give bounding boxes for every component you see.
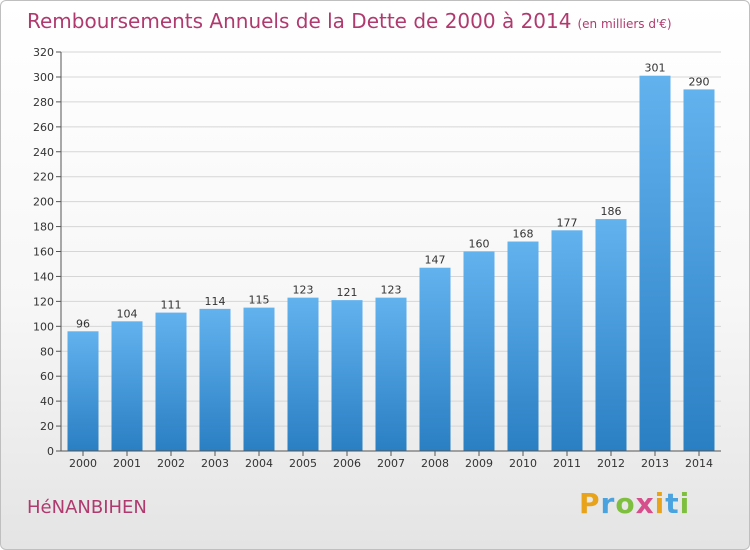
x-tick-label-2003: 2003 (201, 457, 229, 470)
proxiti-logo: Proxiti (579, 487, 690, 520)
y-tick-label: 240 (33, 146, 54, 159)
value-label-2004: 115 (249, 294, 270, 307)
value-label-2008: 147 (425, 254, 446, 267)
value-label-2011: 177 (557, 216, 578, 229)
y-tick-label: 180 (33, 221, 54, 234)
value-label-2006: 121 (337, 286, 358, 299)
x-tick-label-2006: 2006 (333, 457, 361, 470)
x-tick-label-2013: 2013 (641, 457, 669, 470)
x-tick-label-2009: 2009 (465, 457, 493, 470)
y-tick-label: 220 (33, 171, 54, 184)
logo-letter: P (579, 487, 601, 520)
x-tick-label-2005: 2005 (289, 457, 317, 470)
bar-2008 (419, 267, 451, 451)
y-tick-label: 0 (47, 445, 54, 458)
y-tick-label: 200 (33, 196, 54, 209)
x-tick-label-2000: 2000 (69, 457, 97, 470)
y-tick-label: 40 (40, 395, 54, 408)
bar-2003 (199, 308, 231, 451)
x-tick-label-2011: 2011 (553, 457, 581, 470)
x-tick-label-2007: 2007 (377, 457, 405, 470)
bar-2004 (243, 307, 275, 451)
value-label-2007: 123 (381, 284, 402, 297)
value-label-2001: 104 (117, 307, 138, 320)
logo-letter: i (679, 487, 691, 520)
y-tick-label: 320 (33, 46, 54, 59)
x-tick-label-2001: 2001 (113, 457, 141, 470)
bar-2001 (111, 321, 143, 451)
y-tick-label: 160 (33, 246, 54, 259)
title-text: Remboursements Annuels de la Dette de 20… (27, 9, 572, 33)
bar-2014 (683, 89, 715, 451)
bar-2002 (155, 312, 187, 451)
bar-2006 (331, 300, 363, 451)
value-label-2012: 186 (601, 205, 622, 218)
logo-letter: t (665, 487, 680, 520)
x-tick-label-2012: 2012 (597, 457, 625, 470)
logo-letter: x (635, 487, 655, 520)
y-tick-label: 260 (33, 121, 54, 134)
y-tick-label: 20 (40, 420, 54, 433)
bars: 96 104 111 114 115 123 121 123 147 160 168 177 186 30… (67, 62, 715, 452)
y-tick-label: 80 (40, 345, 54, 358)
y-tick-label: 140 (33, 270, 54, 283)
bar-2013 (639, 75, 671, 452)
bar-2000 (67, 331, 99, 451)
bar-2010 (507, 241, 539, 451)
y-tick-label: 60 (40, 370, 54, 383)
value-label-2010: 168 (513, 228, 534, 241)
value-label-2003: 114 (205, 295, 226, 308)
bar-2009 (463, 251, 495, 451)
logo-letter: o (615, 487, 636, 520)
value-label-2009: 160 (469, 238, 490, 251)
logo-letter: i (654, 487, 666, 520)
x-tick-label-2008: 2008 (421, 457, 449, 470)
value-label-2013: 301 (645, 62, 666, 75)
title-unit: (en milliers d'€) (577, 17, 672, 31)
value-label-2002: 111 (161, 299, 182, 312)
x-tick-label-2004: 2004 (245, 457, 273, 470)
value-label-2014: 290 (689, 75, 710, 88)
y-tick-label: 120 (33, 295, 54, 308)
y-tick-label: 280 (33, 96, 54, 109)
value-label-2000: 96 (76, 317, 90, 330)
commune-name: HéNANBIHEN (27, 497, 147, 518)
y-tick-label: 300 (33, 71, 54, 84)
axes: 0 20 40 60 80 100 120 140 160 180 200 220 240 260 280 3… (33, 46, 721, 470)
y-tick-label: 100 (33, 320, 54, 333)
x-tick-label-2002: 2002 (157, 457, 185, 470)
bar-2012 (595, 219, 627, 451)
value-label-2005: 123 (293, 284, 314, 297)
chart-title: Remboursements Annuels de la Dette de 20… (27, 9, 672, 33)
logo-letter: r (600, 487, 616, 520)
x-tick-label-2014: 2014 (685, 457, 713, 470)
bar-2005 (287, 297, 319, 451)
bar-2011 (551, 230, 583, 451)
x-tick-label-2010: 2010 (509, 457, 537, 470)
bar-2007 (375, 297, 407, 451)
